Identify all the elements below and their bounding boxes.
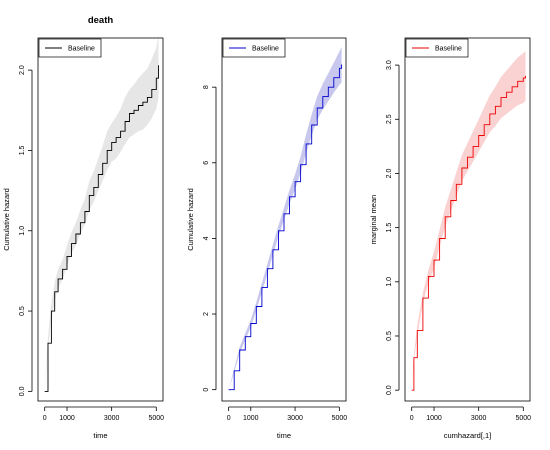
plot-frame <box>37 37 164 402</box>
y-tick-label: 1.5 <box>19 145 26 155</box>
legend-label: Baseline <box>68 46 95 53</box>
y-tick-label: 1.0 <box>19 226 26 236</box>
legend: Baseline <box>405 38 469 58</box>
y-tick-label: 0.0 <box>386 385 393 395</box>
y-tick-label: 1.0 <box>386 277 393 287</box>
y-tick-label: 2.0 <box>19 65 26 75</box>
legend-box <box>222 38 286 58</box>
confidence-band <box>44 34 159 392</box>
y-tick-label: 0.5 <box>386 331 393 341</box>
x-axis-label: cumhazard[,1] <box>444 431 492 440</box>
y-tick-label: 4 <box>203 236 210 240</box>
y-tick-label: 2 <box>203 312 210 316</box>
y-axis-label: Cumulative hazard <box>2 188 11 251</box>
x-tick-label: 3000 <box>104 415 120 422</box>
x-tick-label: 1000 <box>426 415 442 422</box>
y-tick-label: 2.5 <box>386 114 393 124</box>
y-axis-label: Cumulative hazard <box>186 188 195 251</box>
legend-box <box>405 38 469 58</box>
legend-box <box>38 38 102 58</box>
y-tick-label: 1.5 <box>386 223 393 233</box>
chart-title: death <box>88 15 114 26</box>
x-tick-label: 5000 <box>516 415 532 422</box>
y-axis-label: marginal mean <box>369 195 378 245</box>
y-tick-label: 3.0 <box>386 60 393 70</box>
y-tick-label: 0.0 <box>19 386 26 396</box>
plot-frame <box>404 37 531 402</box>
y-tick-label: 2.0 <box>386 168 393 178</box>
legend-label: Baseline <box>252 46 279 53</box>
x-axis-label: time <box>277 431 291 440</box>
legend: Baseline <box>222 38 286 58</box>
confidence-band <box>228 46 342 390</box>
x-axis-label: time <box>93 431 107 440</box>
y-tick-label: 8 <box>203 85 210 89</box>
y-tick-label: 0.5 <box>19 306 26 316</box>
confidence-band <box>411 51 526 391</box>
x-tick-label: 5000 <box>149 415 165 422</box>
x-tick-label: 5000 <box>332 415 348 422</box>
x-tick-label: 3000 <box>471 415 487 422</box>
plot-frame <box>221 37 347 402</box>
x-tick-label: 3000 <box>287 415 303 422</box>
chart-panel-1: 0 1000 3000 5000 time 0.0 0.5 1.0 1.5 2.0 Cumulati… <box>2 15 164 440</box>
chart-panel-3: 0 1000 3000 5000 cumhazard[,1] 0.0 0.5 1.0 1.5 2.… <box>369 37 532 440</box>
legend: Baseline <box>38 38 102 58</box>
series-line-baseline <box>44 65 159 392</box>
legend-label: Baseline <box>435 46 462 53</box>
x-tick-label: 0 <box>410 415 414 422</box>
series-line-baseline <box>411 75 526 391</box>
y-tick-label: 0 <box>203 388 210 392</box>
x-tick-label: 1000 <box>243 415 259 422</box>
x-tick-label: 0 <box>227 415 231 422</box>
series-line-baseline <box>228 64 343 391</box>
chart-panel-2: 0 1000 3000 5000 time 0 2 4 6 8 Cumulative hazard B… <box>186 37 348 440</box>
y-tick-label: 6 <box>203 161 210 165</box>
x-tick-label: 1000 <box>59 415 75 422</box>
x-tick-label: 0 <box>43 415 47 422</box>
